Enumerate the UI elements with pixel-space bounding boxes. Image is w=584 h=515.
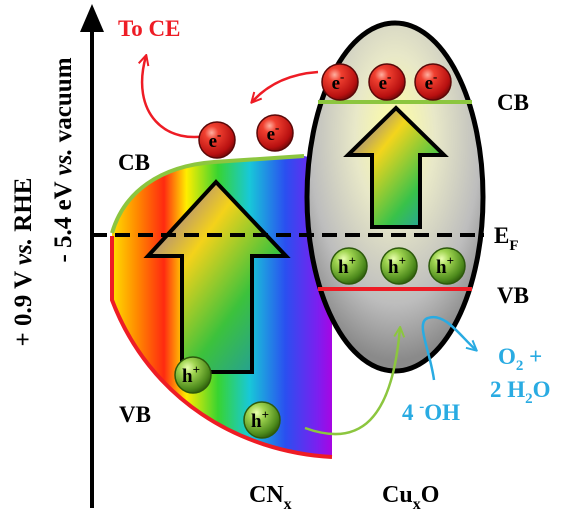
fermi-level-sub: F	[509, 238, 518, 254]
cuxo-tail: O	[421, 482, 440, 508]
electron-label: e-	[379, 69, 392, 94]
axis-label-vacuum: - 5.4 eV vs. vacuum	[50, 57, 77, 262]
electron: e-	[414, 63, 452, 101]
cnx-label: CNx	[249, 482, 292, 513]
cnx-vb-edge	[110, 236, 333, 459]
hole: h+	[428, 247, 466, 285]
fermi-level-main: E	[494, 223, 509, 248]
cuxo-sub: x	[413, 496, 421, 513]
o2-sub: 2	[516, 358, 524, 374]
hole: h+	[243, 401, 281, 439]
h2o-tail: O	[533, 377, 551, 402]
cnx-cb-edge	[110, 154, 305, 234]
cnx-excitation-arrow	[143, 179, 291, 374]
cnx-vb-label: VB	[119, 402, 151, 427]
hole: h+	[380, 247, 418, 285]
to-ce-label: To CE	[118, 16, 180, 41]
o2-tail: +	[523, 344, 542, 369]
oh-head: 4	[402, 400, 419, 425]
cuxo-cb-label: CB	[497, 90, 529, 115]
o2-line1: O2 +	[498, 344, 542, 374]
oh-sup: -	[419, 399, 424, 415]
electron-label: e-	[267, 120, 280, 145]
oh-tail: OH	[424, 400, 460, 425]
axis-vac-vs: vs.	[50, 148, 77, 175]
electron-transfer-arrow	[252, 70, 319, 102]
cuxo-main: Cu	[382, 482, 413, 508]
axis-rhe-vs: vs.	[10, 238, 37, 265]
hole-label: h+	[251, 407, 269, 432]
fermi-level-label: EF	[494, 223, 519, 254]
oh-to-hole-arrow	[304, 328, 400, 436]
cnx-cb-label: CB	[118, 150, 150, 175]
hole: h+	[174, 356, 212, 394]
hole-label: h+	[182, 362, 200, 387]
cnx-sub: x	[284, 496, 292, 513]
cuxo-excitation-arrow	[343, 105, 449, 229]
h2o-head: 2 H	[490, 377, 525, 402]
hole-label: h+	[388, 253, 406, 278]
to-ce-arrow	[142, 56, 216, 139]
axis-rhe-value: + 0.9 V	[10, 271, 37, 347]
hole-label: h+	[436, 253, 454, 278]
axis-vac-unit: vacuum	[50, 57, 77, 142]
h2o-sub: 2	[525, 391, 533, 407]
electron-label: e-	[425, 69, 438, 94]
cnx-main: CN	[249, 482, 284, 508]
electron: e-	[368, 63, 406, 101]
electron: e-	[321, 63, 359, 101]
energy-axis	[80, 4, 104, 508]
o2-main: O	[498, 344, 516, 369]
o2-evolution-arrow	[421, 315, 476, 381]
oh-label: 4 -OH	[402, 399, 460, 425]
electron: e-	[198, 121, 236, 159]
hole-label: h+	[338, 253, 356, 278]
axis-label-rhe: + 0.9 V vs. RHE	[10, 178, 37, 347]
hole: h+	[330, 247, 368, 285]
electron-label: e-	[209, 127, 222, 152]
axis-vac-value: - 5.4 eV	[50, 181, 77, 262]
axis-rhe-unit: RHE	[10, 178, 37, 232]
cuxo-vb-label: VB	[497, 283, 529, 308]
electron: e-	[256, 114, 294, 152]
cuxo-label: CuxO	[382, 482, 439, 513]
electron-label: e-	[332, 69, 345, 94]
o2-line2: 2 H2O	[490, 377, 551, 407]
